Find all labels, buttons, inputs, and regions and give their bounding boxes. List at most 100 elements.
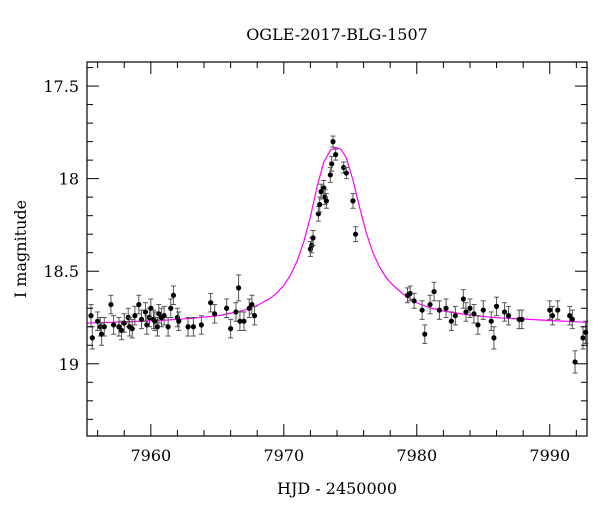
- data-point-marker: [407, 290, 413, 297]
- data-point-marker: [224, 305, 230, 311]
- data-point: [318, 183, 324, 200]
- data-point: [176, 311, 182, 331]
- data-point: [165, 317, 171, 337]
- x-tick-label: 7960: [130, 446, 171, 465]
- data-points-layer: [88, 135, 589, 374]
- data-point-marker: [208, 300, 214, 306]
- data-point: [161, 305, 167, 326]
- data-point: [190, 317, 196, 337]
- data-point: [427, 294, 433, 315]
- data-point-marker: [475, 322, 481, 328]
- data-point: [350, 192, 356, 209]
- data-point-marker: [505, 313, 512, 319]
- data-point-marker: [329, 161, 335, 167]
- data-point: [460, 289, 466, 309]
- data-point-marker: [212, 311, 218, 317]
- plot-frame: [86, 61, 588, 437]
- data-point-marker: [353, 231, 359, 237]
- data-point-marker: [241, 318, 247, 324]
- data-point: [567, 305, 573, 326]
- data-point: [158, 307, 165, 328]
- data-point-marker: [488, 318, 494, 324]
- data-point: [101, 317, 107, 337]
- data-point-marker: [170, 292, 177, 298]
- data-point-marker: [138, 316, 145, 322]
- data-point-marker: [317, 201, 323, 208]
- data-point: [422, 324, 428, 344]
- data-point-marker: [315, 211, 321, 217]
- data-point-marker: [156, 311, 162, 317]
- axis-ticks-layer: [87, 62, 587, 436]
- data-point-marker: [567, 313, 573, 319]
- data-point-marker: [89, 335, 95, 341]
- data-point-marker: [235, 285, 242, 291]
- data-point: [136, 294, 142, 315]
- data-point-marker: [154, 324, 161, 330]
- data-point: [501, 302, 508, 322]
- data-point-marker: [99, 331, 105, 337]
- data-point-marker: [249, 301, 255, 308]
- data-point: [241, 311, 247, 331]
- data-point: [110, 315, 117, 335]
- data-point-marker: [116, 324, 122, 330]
- data-point-marker: [463, 309, 469, 315]
- data-point-marker: [110, 322, 117, 328]
- y-tick-label: 18.5: [43, 262, 79, 281]
- data-point: [452, 305, 458, 326]
- data-point-marker: [310, 235, 316, 241]
- y-tick-label: 19: [59, 355, 79, 374]
- data-point: [569, 309, 575, 330]
- data-point: [471, 304, 477, 324]
- data-point: [108, 294, 114, 315]
- data-point-marker: [333, 151, 339, 158]
- data-point-marker: [460, 296, 466, 302]
- data-point: [463, 302, 469, 322]
- data-point: [505, 305, 512, 326]
- data-point-marker: [121, 320, 127, 326]
- model-curve-line: [86, 146, 588, 324]
- data-point: [224, 298, 230, 319]
- data-point: [443, 298, 449, 319]
- data-point-marker: [108, 301, 114, 308]
- data-point: [121, 313, 127, 333]
- x-axis-label: HJD - 2450000: [277, 479, 397, 498]
- data-point-marker: [452, 313, 458, 319]
- data-point: [310, 229, 316, 246]
- data-point-marker: [519, 316, 525, 322]
- data-point: [148, 298, 154, 319]
- data-point-marker: [323, 198, 329, 204]
- data-point: [315, 205, 321, 222]
- data-point-marker: [572, 359, 578, 365]
- data-point-marker: [136, 301, 142, 308]
- data-point: [475, 315, 481, 335]
- data-point-marker: [422, 331, 428, 337]
- data-point: [156, 304, 162, 324]
- data-point: [118, 320, 125, 341]
- data-point: [246, 298, 252, 319]
- data-point-marker: [95, 318, 101, 324]
- data-point: [353, 226, 359, 243]
- data-point: [132, 305, 138, 326]
- data-point-marker: [419, 307, 425, 313]
- data-point-marker: [318, 189, 324, 195]
- y-axis-label: I magnitude: [11, 200, 30, 298]
- data-point: [251, 305, 258, 326]
- data-point: [208, 292, 214, 313]
- data-point-marker: [330, 139, 336, 145]
- data-point-marker: [118, 327, 125, 334]
- data-point: [488, 311, 494, 331]
- data-point-marker: [341, 164, 347, 171]
- data-point-marker: [411, 298, 417, 304]
- x-tick-label: 7970: [263, 446, 304, 465]
- data-point-marker: [350, 198, 356, 204]
- data-point: [480, 300, 486, 320]
- data-point: [99, 322, 105, 346]
- data-point-marker: [569, 316, 575, 322]
- data-point-marker: [152, 318, 158, 324]
- data-point-marker: [233, 309, 239, 315]
- data-point-marker: [501, 309, 508, 315]
- data-point-marker: [165, 324, 171, 330]
- data-point: [198, 315, 204, 335]
